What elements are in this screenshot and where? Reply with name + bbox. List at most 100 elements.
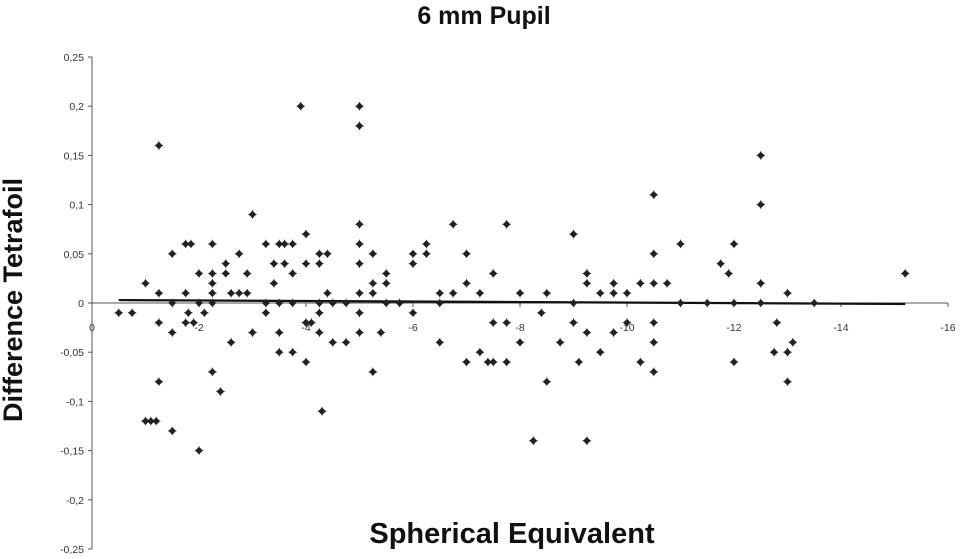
data-point xyxy=(355,259,364,268)
y-tick-label: -0,05 xyxy=(60,347,84,359)
data-point xyxy=(307,318,316,327)
data-point xyxy=(769,348,779,357)
data-point xyxy=(502,357,511,367)
data-point xyxy=(216,387,225,396)
data-point xyxy=(462,249,471,258)
data-point xyxy=(448,288,458,298)
data-point xyxy=(622,318,632,327)
data-point xyxy=(382,298,391,308)
data-point xyxy=(141,279,150,288)
data-point xyxy=(636,279,645,288)
data-point xyxy=(368,367,378,377)
x-tick-label: -14 xyxy=(833,322,848,334)
data-point xyxy=(609,288,618,298)
data-point xyxy=(729,239,739,249)
data-point xyxy=(382,269,391,278)
data-point xyxy=(242,269,252,278)
y-axis-label: Difference Tetrafoil xyxy=(0,178,28,422)
data-point xyxy=(301,259,311,268)
data-point xyxy=(184,308,193,318)
data-point xyxy=(649,190,658,199)
data-point xyxy=(208,288,217,298)
trend-line xyxy=(118,298,906,306)
data-point xyxy=(724,269,733,278)
trend-line-group xyxy=(118,298,906,306)
data-point xyxy=(756,279,765,288)
data-point xyxy=(676,298,685,308)
data-point xyxy=(208,279,217,288)
data-point xyxy=(408,249,418,258)
data-point xyxy=(355,328,364,337)
data-point xyxy=(395,298,404,308)
data-point xyxy=(542,288,551,298)
data-point xyxy=(301,229,311,239)
data-point xyxy=(435,288,444,298)
data-point xyxy=(114,308,123,318)
data-point xyxy=(515,338,525,347)
data-point xyxy=(261,239,271,249)
data-point xyxy=(649,338,658,347)
y-tick-label: -0,2 xyxy=(66,495,84,507)
data-point xyxy=(703,298,712,308)
data-point xyxy=(315,259,324,268)
data-point xyxy=(901,269,910,278)
data-point xyxy=(208,298,217,308)
data-point xyxy=(242,288,252,298)
data-point xyxy=(783,288,792,298)
data-point xyxy=(422,239,431,249)
data-point xyxy=(810,298,819,308)
data-point xyxy=(475,348,485,357)
data-point xyxy=(317,407,327,416)
data-point xyxy=(168,249,177,258)
data-point xyxy=(288,239,297,249)
data-point xyxy=(341,338,351,347)
data-point xyxy=(355,102,364,111)
data-point xyxy=(194,269,204,278)
data-point xyxy=(248,210,257,219)
x-tick-label: 0 xyxy=(89,322,95,334)
data-point xyxy=(261,298,271,308)
data-point xyxy=(729,357,739,367)
data-point xyxy=(569,229,578,239)
data-point xyxy=(168,426,177,436)
data-point xyxy=(408,259,418,268)
data-point xyxy=(502,220,511,229)
chart-title: 6 mm Pupil xyxy=(417,2,550,30)
data-point xyxy=(269,279,279,288)
data-point xyxy=(462,279,471,288)
data-point xyxy=(208,239,217,249)
data-point xyxy=(542,377,551,386)
data-point xyxy=(582,269,592,278)
data-point xyxy=(154,141,164,150)
data-point xyxy=(435,338,444,347)
x-tick-label: -10 xyxy=(619,322,634,334)
data-point xyxy=(226,288,236,298)
x-axis-label: Spherical Equivalent xyxy=(369,518,655,550)
data-point xyxy=(537,308,546,318)
data-point xyxy=(208,269,217,278)
data-point xyxy=(716,259,725,268)
data-point xyxy=(756,151,765,160)
data-point xyxy=(323,288,332,298)
data-point xyxy=(788,338,798,347)
data-point xyxy=(756,298,765,308)
data-point xyxy=(756,200,765,209)
data-point xyxy=(288,348,297,357)
x-tick-label: -8 xyxy=(515,322,524,334)
data-point xyxy=(475,288,485,298)
data-point xyxy=(435,298,444,308)
data-point xyxy=(729,298,739,308)
y-tick-label: 0,05 xyxy=(64,249,85,261)
data-point xyxy=(234,288,244,298)
data-point xyxy=(315,298,324,308)
data-point xyxy=(502,318,511,327)
data-point xyxy=(168,298,177,308)
data-point xyxy=(408,308,418,318)
data-point xyxy=(462,357,471,367)
data-point xyxy=(582,436,592,445)
data-point xyxy=(649,279,658,288)
data-point xyxy=(261,308,271,318)
y-tick-label: -0,15 xyxy=(60,446,84,458)
y-tick-label: 0,1 xyxy=(69,200,84,212)
